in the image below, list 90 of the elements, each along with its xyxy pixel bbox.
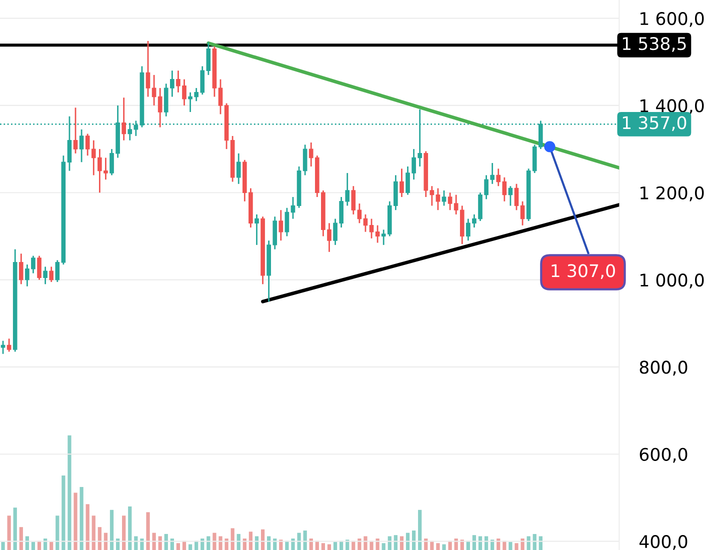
bar [122, 516, 126, 550]
candlestick [442, 190, 446, 206]
bar [297, 532, 301, 550]
candlestick [400, 168, 404, 198]
y-tick-label: 1 600,0 [640, 12, 704, 27]
bar [370, 540, 374, 550]
candlestick [375, 224, 380, 244]
candlestick [158, 87, 162, 128]
bar [291, 538, 295, 550]
candlestick [448, 192, 452, 211]
y-tick-label: 1 400,0 [640, 99, 704, 114]
candlestick [514, 183, 519, 211]
bar [224, 538, 228, 550]
bar [327, 544, 332, 550]
bar [19, 527, 23, 550]
candlestick [502, 176, 507, 202]
bar [188, 544, 192, 550]
candlestick [508, 185, 513, 206]
bar [74, 492, 78, 550]
candlestick [43, 266, 48, 285]
bar [86, 504, 90, 550]
bar [376, 538, 380, 550]
bar [68, 435, 72, 550]
bar [230, 528, 234, 550]
bar [140, 538, 144, 550]
candlestick [79, 128, 84, 163]
ref-line-label: 1 538,5 [622, 37, 686, 52]
bar [508, 542, 512, 550]
bar [176, 543, 180, 550]
bar [364, 536, 368, 550]
y-tick-label: 400,0 [639, 534, 688, 550]
bar [520, 538, 524, 550]
bar [382, 543, 386, 550]
bar [442, 544, 446, 550]
candlestick [73, 106, 78, 154]
candlestick [218, 78, 223, 115]
candlestick [430, 185, 434, 206]
candlestick [278, 209, 284, 242]
candlestick [206, 42, 211, 76]
bar [50, 542, 54, 550]
bar [146, 512, 150, 550]
bar [13, 508, 17, 550]
bar [436, 543, 440, 550]
candlestick [18, 252, 24, 285]
bar [98, 527, 102, 550]
bar [321, 543, 326, 550]
candlestick [236, 152, 241, 185]
bar [448, 540, 452, 550]
candlestick [363, 214, 368, 233]
bar [152, 532, 156, 550]
candlestick [6, 338, 12, 352]
candlestick [49, 266, 54, 283]
annotation: 1 307,0 [552, 264, 615, 280]
candlestick [436, 188, 440, 211]
bar [62, 476, 66, 550]
candlestick [496, 168, 501, 187]
candlestick [520, 200, 525, 226]
bar [56, 516, 60, 550]
ref-line-label: 1 357,0 [622, 116, 686, 132]
candlestick [55, 259, 60, 283]
candlestick [369, 218, 374, 240]
bar [110, 510, 114, 550]
candlestick [302, 144, 308, 176]
candlestick [37, 255, 42, 280]
y-tick-label: 800,0 [640, 360, 688, 376]
bar [80, 486, 84, 550]
candlestick [290, 196, 296, 220]
candlestick [152, 74, 156, 106]
bar [358, 538, 362, 550]
bar [514, 543, 518, 550]
bar [7, 516, 11, 550]
candlestick [351, 185, 356, 216]
candlestick [128, 122, 132, 142]
bar [285, 540, 289, 550]
bar [92, 516, 96, 550]
candlestick [146, 40, 150, 98]
candlestick [284, 207, 290, 237]
bar [31, 542, 36, 550]
bar [333, 542, 338, 550]
bar [218, 536, 222, 550]
bar [1, 542, 5, 550]
candlestick [122, 96, 126, 142]
candlestick [357, 202, 362, 224]
bar [212, 532, 216, 550]
y-tick-label: 1 200,0 [640, 186, 704, 202]
y-tick-label: 600,0 [640, 448, 688, 463]
bar [418, 510, 422, 550]
candlestick [254, 214, 259, 246]
bar [128, 506, 132, 550]
y-tick-label: 1 000,0 [640, 274, 704, 288]
